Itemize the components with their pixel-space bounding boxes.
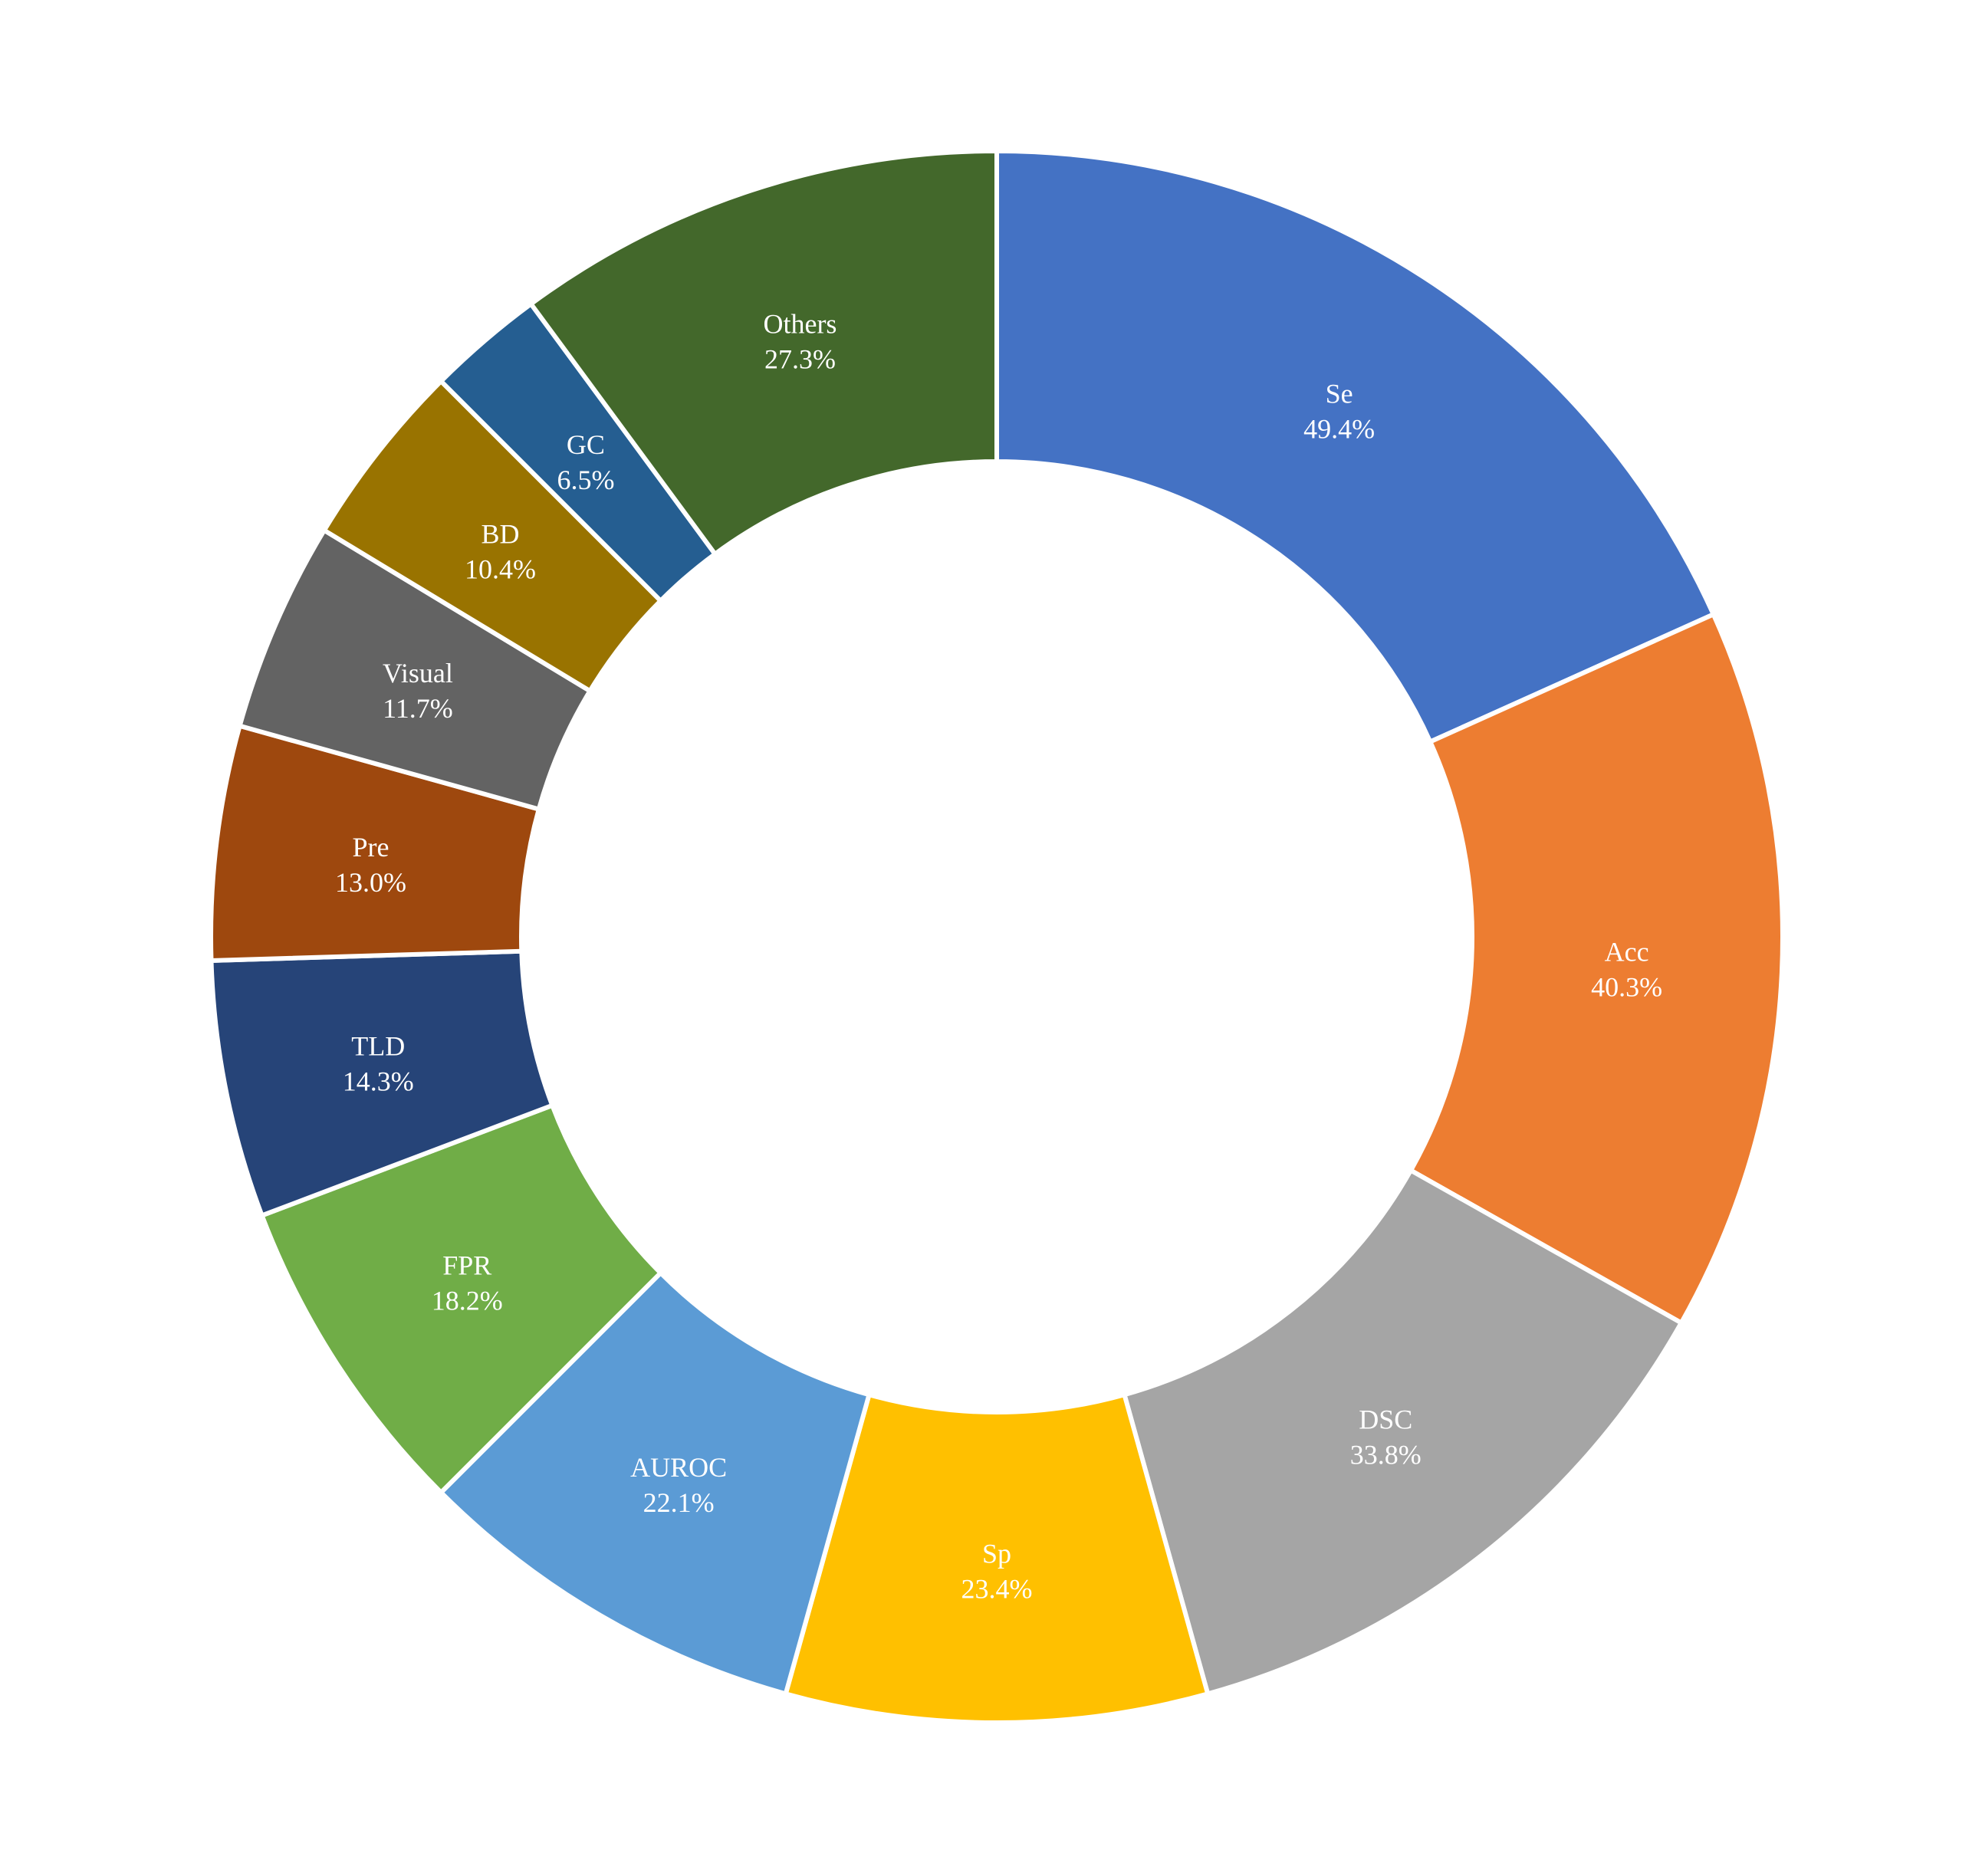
slice-value-gc: 6.5% <box>557 465 614 495</box>
slice-others <box>528 148 999 557</box>
slice-label-auroc: AUROC 22.1% <box>630 1452 727 1518</box>
slice-label-dsc: DSC 33.8% <box>1350 1404 1422 1470</box>
slice-value-visual: 11.7% <box>383 693 453 724</box>
slice-value-others: 27.3% <box>764 344 836 375</box>
slice-label-others: Others 27.3% <box>763 309 837 375</box>
slice-category-tld: TLD <box>351 1030 405 1061</box>
slice-value-acc: 40.3% <box>1591 971 1662 1002</box>
slice-category-gc: GC <box>567 429 605 460</box>
slice-value-dsc: 33.8% <box>1350 1439 1422 1470</box>
slice-acc <box>1407 611 1785 1326</box>
slice-category-se: Se <box>1326 378 1353 409</box>
slice-category-fpr: FPR <box>442 1250 491 1281</box>
slice-value-fpr: 18.2% <box>432 1286 503 1316</box>
slice-label-bd: BD 10.4% <box>465 519 536 585</box>
slices-layer <box>209 148 1785 1725</box>
slice-category-pre: Pre <box>352 832 389 862</box>
slice-value-pre: 13.0% <box>335 867 406 898</box>
slice-category-others: Others <box>763 309 837 340</box>
slice-label-gc: GC 6.5% <box>557 429 614 495</box>
slice-category-acc: Acc <box>1605 936 1649 967</box>
slice-label-visual: Visual 11.7% <box>383 658 453 724</box>
slice-label-se: Se 49.4% <box>1303 378 1375 444</box>
slice-value-tld: 14.3% <box>343 1066 414 1096</box>
slice-category-dsc: DSC <box>1359 1404 1412 1434</box>
slice-value-bd: 10.4% <box>465 554 536 585</box>
slice-label-fpr: FPR 18.2% <box>432 1250 503 1316</box>
labels-layer: Se 49.4% Acc 40.3% DSC 33.8% Sp 23.4% AUROC 22.1%… <box>335 309 1662 1605</box>
slice-category-bd: BD <box>482 519 520 550</box>
slice-label-acc: Acc 40.3% <box>1591 936 1662 1002</box>
slice-value-se: 49.4% <box>1303 413 1375 444</box>
slice-category-visual: Visual <box>383 658 453 688</box>
slice-se <box>994 148 1717 745</box>
slice-dsc <box>1121 1167 1685 1697</box>
slice-label-pre: Pre 13.0% <box>335 832 406 898</box>
slice-value-auroc: 22.1% <box>643 1487 715 1518</box>
slice-category-sp: Sp <box>982 1539 1011 1569</box>
slice-category-auroc: AUROC <box>630 1452 727 1483</box>
slice-label-sp: Sp 23.4% <box>961 1539 1033 1605</box>
slice-label-tld: TLD 14.3% <box>343 1030 414 1096</box>
slice-value-sp: 23.4% <box>961 1574 1033 1605</box>
